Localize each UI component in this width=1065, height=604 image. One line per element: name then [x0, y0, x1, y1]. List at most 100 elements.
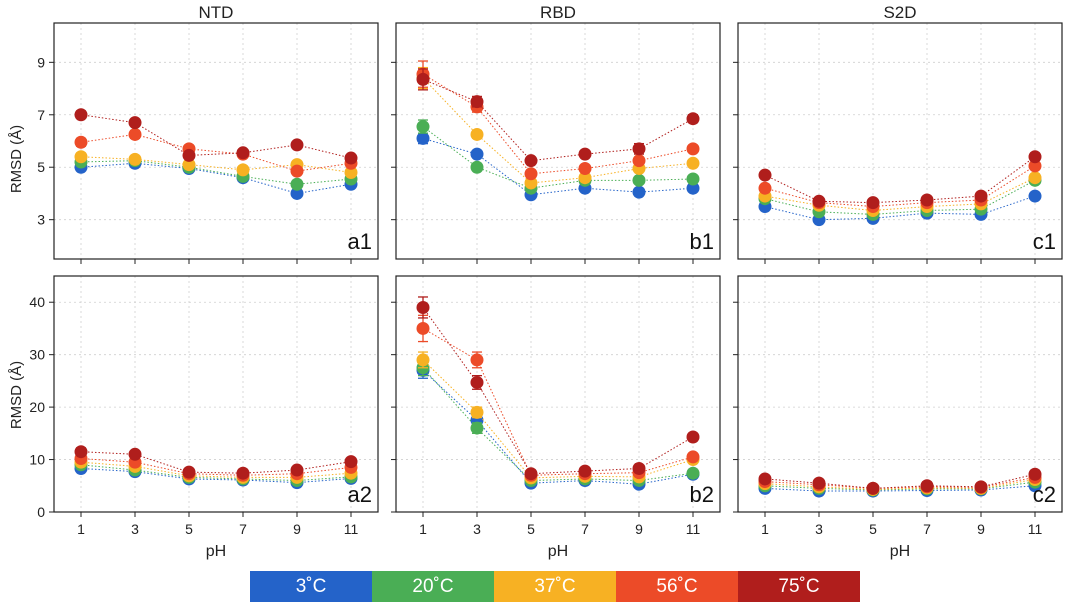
- series-56c: [416, 60, 700, 181]
- data-point: [416, 120, 430, 134]
- series-75c: [74, 445, 358, 480]
- y-tick-label: 40: [29, 294, 45, 310]
- data-point: [686, 466, 700, 480]
- x-tick-label: 5: [185, 521, 193, 537]
- data-point: [236, 146, 250, 160]
- series-line-56c: [764, 165, 1036, 208]
- y-tick-label: 0: [37, 504, 45, 520]
- column-title-s2d: S2D: [883, 3, 916, 22]
- y-tick-label: 3: [37, 212, 45, 228]
- series-75c: [416, 296, 700, 481]
- y-tick-label: 5: [37, 159, 45, 175]
- data-point: [524, 176, 538, 190]
- panel-label-b2: b2: [690, 482, 714, 507]
- series-75c: [758, 467, 1042, 495]
- x-axis-label-s2d: pH: [890, 543, 910, 560]
- data-point: [632, 173, 646, 187]
- data-point: [974, 480, 988, 494]
- legend-swatch-20c: 20˚C: [372, 571, 494, 602]
- panel-c2: 1 3 5 7 9 11 c2: [733, 275, 1063, 537]
- series-37c: [416, 351, 700, 485]
- series-line-3c: [422, 370, 694, 485]
- x-tick-label: 1: [419, 521, 427, 537]
- data-point: [524, 467, 538, 481]
- legend-swatch-75c: 75˚C: [738, 571, 860, 602]
- series-line-3c: [422, 137, 694, 196]
- series-line-37c: [80, 156, 352, 173]
- y-axis-label-row2: RMSD (Å): [8, 361, 25, 429]
- panel-b1: b1: [391, 22, 721, 264]
- data-point: [128, 116, 142, 130]
- data-point: [1028, 171, 1042, 185]
- data-point: [182, 158, 196, 172]
- series-line-3c: [764, 195, 1036, 221]
- panel-label-a2: a2: [348, 482, 372, 507]
- data-point: [578, 464, 592, 478]
- panel-c1: c1: [733, 22, 1063, 264]
- panel-label-b1: b1: [690, 229, 714, 254]
- panel-a1: 3 5 7 9 a1: [37, 22, 379, 264]
- data-point: [416, 300, 430, 314]
- panel-label-a1: a1: [348, 229, 372, 254]
- series-20c: [758, 173, 1042, 221]
- data-point: [1028, 189, 1042, 203]
- data-point: [632, 461, 646, 475]
- series-line-3c: [764, 485, 1036, 492]
- y-tick-label: 10: [29, 452, 45, 468]
- series-line-75c: [80, 114, 352, 159]
- legend-swatch-3c: 3˚C: [250, 571, 372, 602]
- data-point: [686, 181, 700, 195]
- data-point: [470, 160, 484, 174]
- x-tick-label: 3: [473, 521, 481, 537]
- data-point: [470, 375, 484, 389]
- data-point: [128, 152, 142, 166]
- data-point: [182, 465, 196, 479]
- series-56c: [74, 452, 358, 482]
- data-point: [686, 450, 700, 464]
- data-point: [866, 481, 880, 495]
- series-37c: [758, 171, 1042, 217]
- data-point: [632, 142, 646, 156]
- series-75c: [758, 150, 1042, 210]
- panel-label-c1: c1: [1033, 229, 1056, 254]
- data-point: [470, 421, 484, 435]
- data-point: [470, 353, 484, 367]
- x-tick-label: 1: [761, 521, 769, 537]
- data-point: [416, 321, 430, 335]
- data-point: [578, 171, 592, 185]
- x-tick-label: 1: [77, 521, 85, 537]
- data-point: [524, 167, 538, 181]
- series-75c: [74, 108, 358, 165]
- series-line-20c: [764, 481, 1036, 491]
- data-point: [128, 447, 142, 461]
- x-tick-label: 11: [1028, 521, 1043, 537]
- series-line-37c: [764, 177, 1036, 211]
- panel-label-c2: c2: [1033, 482, 1056, 507]
- data-point: [686, 172, 700, 186]
- series-20c: [416, 359, 700, 488]
- data-point: [686, 430, 700, 444]
- data-point: [632, 154, 646, 168]
- data-point: [1028, 150, 1042, 164]
- series-line-37c: [80, 461, 352, 478]
- panel-frame: [53, 275, 379, 513]
- y-axis-label-row1: RMSD (Å): [8, 125, 25, 193]
- data-point: [632, 185, 646, 199]
- data-point: [1028, 159, 1042, 173]
- series-line-20c: [80, 160, 352, 185]
- series-line-3c: [80, 162, 352, 194]
- series-3c: [758, 189, 1042, 227]
- panel-a2: 0 10 20 30 40 1 3 5 7 9 11 a2: [29, 275, 379, 537]
- data-point: [74, 108, 88, 122]
- legend: 3˚C 20˚C 37˚C 56˚C 75˚C: [250, 571, 860, 602]
- series-3c: [74, 156, 358, 200]
- x-tick-label: 7: [923, 521, 931, 537]
- data-point: [128, 127, 142, 141]
- data-point: [974, 189, 988, 203]
- data-point: [290, 463, 304, 477]
- data-point: [686, 112, 700, 126]
- data-point: [758, 168, 772, 182]
- series-line-20c: [764, 179, 1036, 215]
- column-title-ntd: NTD: [199, 3, 234, 22]
